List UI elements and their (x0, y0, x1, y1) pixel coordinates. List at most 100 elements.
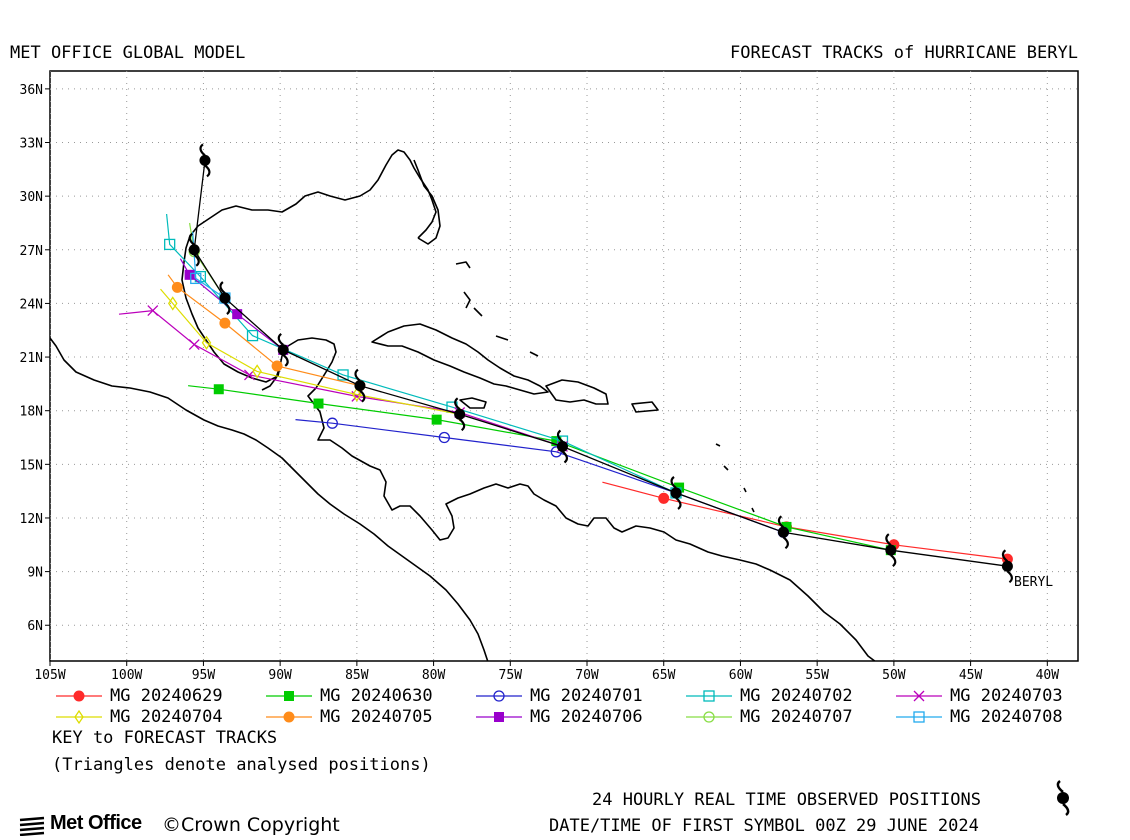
legend-item: MG 20240703 (894, 686, 1099, 708)
track-marker (271, 360, 283, 372)
legend-marker (284, 691, 294, 701)
legend-marker (494, 712, 504, 722)
legend-item: MG 20240701 (474, 686, 679, 708)
lat-tick-label: 24N (20, 297, 43, 312)
legend-swatch (56, 690, 102, 702)
legend-key-title: KEY to FORECAST TRACKS (52, 728, 278, 748)
bahamas (455, 261, 539, 357)
track-marker (232, 309, 243, 320)
track-marker (147, 305, 159, 317)
track-marker (213, 384, 224, 395)
lon-tick-label: 95W (192, 668, 216, 680)
hurricane-symbol (556, 429, 569, 464)
lon-tick-label: 55W (805, 668, 829, 680)
legend-swatch (476, 712, 522, 722)
lon-tick-label: 75W (499, 668, 523, 680)
lesser-antilles (715, 443, 755, 513)
lon-tick-label: 40W (1036, 668, 1060, 680)
legend-label: MG 20240702 (740, 686, 853, 706)
copyright-icon: © (162, 814, 181, 836)
lon-tick-label: 65W (652, 668, 676, 680)
legend-label: MG 20240705 (320, 707, 433, 727)
forecast-track-mg-20240705 (167, 274, 366, 392)
mexico-pacific-coast (50, 337, 489, 661)
hurricane-symbol (199, 143, 211, 178)
legend-label: MG 20240701 (530, 686, 643, 706)
track-marker (171, 281, 183, 293)
track-marker (201, 335, 212, 350)
track-marker (252, 364, 262, 379)
hurricane-symbol (670, 476, 682, 510)
legend-swatch (476, 690, 522, 702)
yucatan-coast (261, 365, 281, 391)
lon-tick-label: 85W (345, 668, 369, 680)
hurricane-symbol (777, 515, 789, 550)
track-marker (658, 492, 670, 504)
hispaniola (545, 379, 609, 405)
track-marker (167, 296, 178, 311)
track-marker (431, 414, 442, 425)
legend-item: MG 20240630 (264, 686, 469, 708)
header-right-title: FORECAST TRACKS of HURRICANE BERYL (730, 43, 1078, 63)
legend-label: MG 20240704 (110, 707, 223, 727)
lat-tick-label: 18N (20, 405, 43, 420)
legend-swatch (56, 709, 102, 725)
header-left-title: MET OFFICE GLOBAL MODEL (10, 43, 246, 63)
legend-label: MG 20240630 (320, 686, 433, 706)
legend-swatch (686, 690, 732, 702)
florida-east-coast (413, 159, 441, 245)
lat-tick-label: 12N (20, 512, 43, 527)
legend-item: MG 20240704 (54, 707, 259, 729)
legend-marker (493, 690, 505, 702)
legend-swatch (266, 691, 312, 701)
lon-tick-label: 80W (422, 668, 446, 680)
axis-labels: 36N 33N 30N 27N 24N 21N 18N 15N 12N 9N 6N 105W 100W 9… (20, 83, 1060, 680)
legend-label: MG 20240708 (950, 707, 1063, 727)
legend-item: MG 20240629 (54, 686, 259, 708)
lat-tick-label: 30N (20, 190, 43, 205)
track-marker (188, 339, 200, 351)
cuba (371, 323, 549, 395)
lon-tick-label: 105W (34, 668, 65, 680)
legend-marker (73, 690, 85, 702)
track-marker (164, 238, 176, 251)
lon-tick-label: 60W (729, 668, 753, 680)
lon-tick-label: 100W (111, 668, 142, 680)
legend-label: MG 20240703 (950, 686, 1063, 706)
track-line (179, 258, 284, 351)
lon-tick-label: 90W (268, 668, 292, 680)
legend-label: MG 20240706 (530, 707, 643, 727)
hurricane-symbol (454, 397, 466, 432)
track-marker (352, 387, 362, 402)
hurricane-symbol (885, 533, 897, 568)
legend-key-note: (Triangles denote analysed positions) (52, 755, 431, 775)
track-marker (551, 436, 562, 447)
legend-item: MG 20240705 (264, 707, 469, 729)
legend-marker (913, 690, 925, 702)
hurricane-symbol (354, 368, 366, 403)
legend-marker (913, 711, 925, 723)
legend-swatch (266, 711, 312, 723)
track-marker (781, 521, 792, 532)
met-office-logo: Met Office (50, 812, 142, 834)
lat-tick-label: 6N (27, 619, 43, 634)
legend-item: MG 20240708 (894, 707, 1099, 729)
lon-tick-label: 50W (882, 668, 906, 680)
met-office-logo-icon (19, 816, 45, 836)
legend-item: MG 20240707 (684, 707, 889, 729)
lat-tick-label: 36N (20, 83, 43, 98)
hurricane-symbol-icon (1056, 780, 1070, 816)
track-marker (184, 269, 195, 280)
legend-label: MG 20240629 (110, 686, 223, 706)
legend-marker (703, 711, 715, 723)
copyright-text: ©Crown Copyright (162, 814, 340, 836)
observed-track (188, 143, 1013, 584)
storm-label: BERYL (1014, 575, 1053, 590)
legend-swatch (686, 711, 732, 723)
track-marker (246, 329, 259, 342)
hurricane-symbol (219, 281, 231, 315)
hurricane-symbol (277, 333, 289, 367)
legend-item: MG 20240706 (474, 707, 679, 729)
observed-positions-label: 24 HOURLY REAL TIME OBSERVED POSITIONS (592, 790, 981, 810)
lat-tick-label: 33N (20, 137, 43, 152)
